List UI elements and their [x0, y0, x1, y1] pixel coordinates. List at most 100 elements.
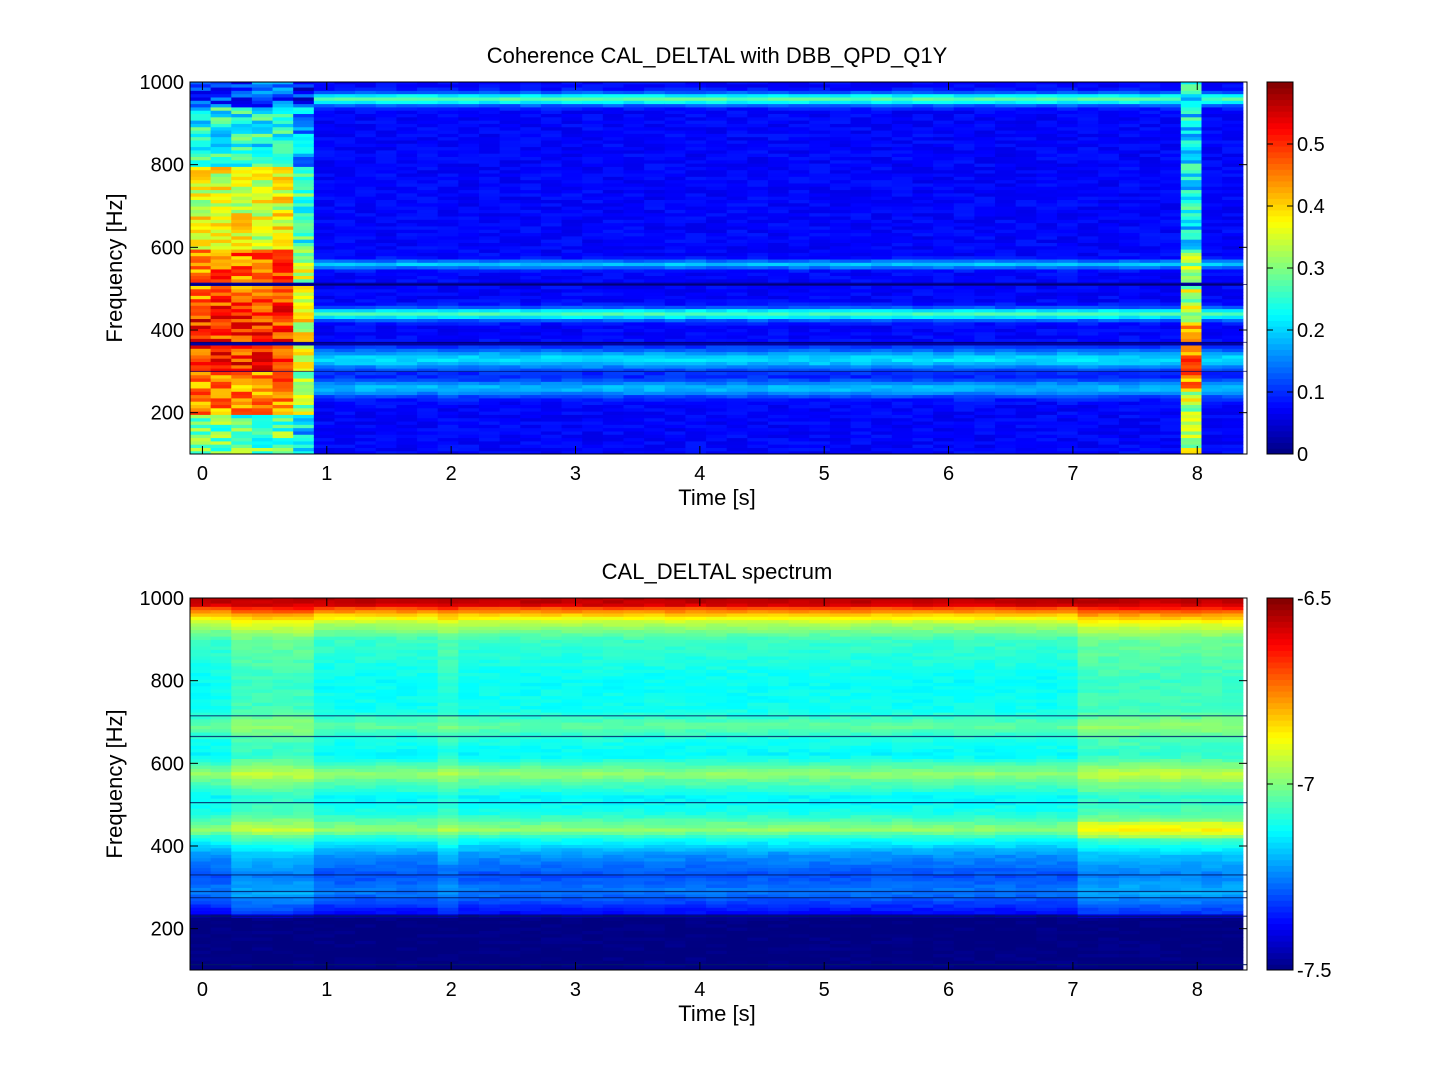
heatmap-cell — [953, 351, 976, 356]
heatmap-cell — [912, 374, 934, 379]
heatmap-cell — [685, 361, 707, 366]
heatmap-cell — [685, 139, 707, 144]
heatmap-cell — [685, 298, 707, 303]
heatmap-cell — [355, 90, 377, 95]
heatmap-cell — [272, 90, 294, 95]
heatmap-cell — [809, 440, 831, 445]
heatmap-cell — [974, 179, 996, 184]
heatmap-cell — [458, 100, 480, 105]
heatmap-cell — [1015, 143, 1037, 148]
heatmap-cell — [582, 252, 604, 257]
heatmap-cell — [829, 348, 852, 353]
heatmap-cell — [623, 206, 645, 210]
heatmap-cell — [602, 126, 625, 131]
heatmap-cell — [210, 334, 232, 339]
heatmap-cell — [1015, 321, 1037, 326]
heatmap-cell — [437, 374, 459, 379]
heatmap-cell — [788, 444, 810, 448]
heatmap-cell — [231, 368, 253, 372]
heatmap-cell — [293, 278, 315, 283]
heatmap-cell — [396, 397, 418, 402]
heatmap-cell — [726, 196, 748, 200]
heatmap-cell — [520, 394, 542, 399]
heatmap-cell — [1056, 391, 1079, 396]
heatmap-cell — [664, 229, 687, 234]
heatmap-cell — [479, 139, 501, 144]
heatmap-cell — [251, 169, 274, 174]
heatmap-cell — [272, 374, 294, 379]
heatmap-cell — [272, 414, 294, 419]
heatmap-cell — [231, 321, 253, 326]
heatmap-cell — [313, 179, 336, 184]
heatmap-cell — [995, 156, 1017, 161]
heatmap-cell — [788, 199, 810, 204]
heatmap-cell — [190, 106, 212, 111]
heatmap-cell — [520, 189, 542, 194]
heatmap-cell — [995, 430, 1017, 435]
heatmap-cell — [685, 321, 707, 326]
heatmap-cell — [767, 430, 790, 435]
heatmap-cell — [355, 215, 377, 220]
heatmap-cell — [272, 232, 294, 237]
heatmap-cell — [953, 305, 976, 310]
heatmap-cell — [602, 83, 625, 88]
heatmap-cell — [458, 149, 480, 154]
heatmap-cell — [1056, 245, 1079, 250]
heatmap-cell — [706, 338, 728, 343]
heatmap-cell — [293, 149, 315, 154]
heatmap-cell — [974, 265, 996, 270]
heatmap-cell — [210, 169, 232, 174]
heatmap-cell — [582, 222, 604, 227]
heatmap-cell — [974, 199, 996, 204]
heatmap-cell — [458, 394, 480, 399]
heatmap-cell — [190, 179, 212, 184]
heatmap-cell — [850, 444, 872, 448]
heatmap-cell — [726, 232, 748, 237]
heatmap-cell — [1036, 202, 1058, 207]
heatmap-cell — [912, 192, 934, 197]
heatmap-cell — [1077, 384, 1099, 389]
heatmap-cell — [520, 146, 542, 151]
heatmap-cell — [355, 166, 377, 171]
heatmap-cell — [953, 156, 976, 161]
heatmap-cell — [375, 348, 398, 353]
heatmap-cell — [313, 153, 336, 157]
heatmap-cell — [933, 229, 955, 234]
heatmap-cell — [375, 291, 398, 296]
heatmap-cell — [561, 298, 583, 303]
heatmap-cell — [210, 176, 232, 181]
heatmap-cell — [891, 169, 914, 174]
heatmap-cell — [355, 248, 377, 253]
heatmap-cell — [582, 113, 604, 118]
heatmap-cell — [829, 82, 852, 85]
heatmap-cell — [293, 437, 315, 442]
heatmap-cell — [706, 295, 728, 300]
heatmap-cell — [437, 348, 459, 353]
heatmap-cell — [767, 371, 790, 376]
heatmap-cell — [974, 156, 996, 161]
heatmap-cell — [334, 401, 356, 405]
heatmap-cell — [417, 123, 439, 128]
heatmap-cell — [437, 368, 459, 372]
heatmap-cell — [623, 258, 645, 263]
heatmap-cell — [437, 143, 459, 148]
heatmap-cell — [891, 321, 914, 326]
heatmap-cell — [809, 106, 831, 111]
heatmap-cell — [417, 265, 439, 270]
heatmap-cell — [726, 219, 748, 224]
heatmap-cell — [396, 156, 418, 161]
heatmap-cell — [1036, 401, 1058, 405]
heatmap-cell — [767, 285, 790, 290]
heatmap-cell — [850, 235, 872, 240]
heatmap-cell — [313, 434, 336, 439]
heatmap-cell — [706, 123, 728, 128]
heatmap-cell — [396, 437, 418, 442]
heatmap-cell — [788, 417, 810, 422]
heatmap-cell — [767, 411, 790, 415]
heatmap-cell — [1077, 215, 1099, 220]
heatmap-cell — [561, 344, 583, 349]
heatmap-cell — [1077, 301, 1099, 306]
heatmap-cell — [623, 100, 645, 105]
heatmap-cell — [190, 182, 212, 187]
heatmap-cell — [809, 411, 831, 415]
